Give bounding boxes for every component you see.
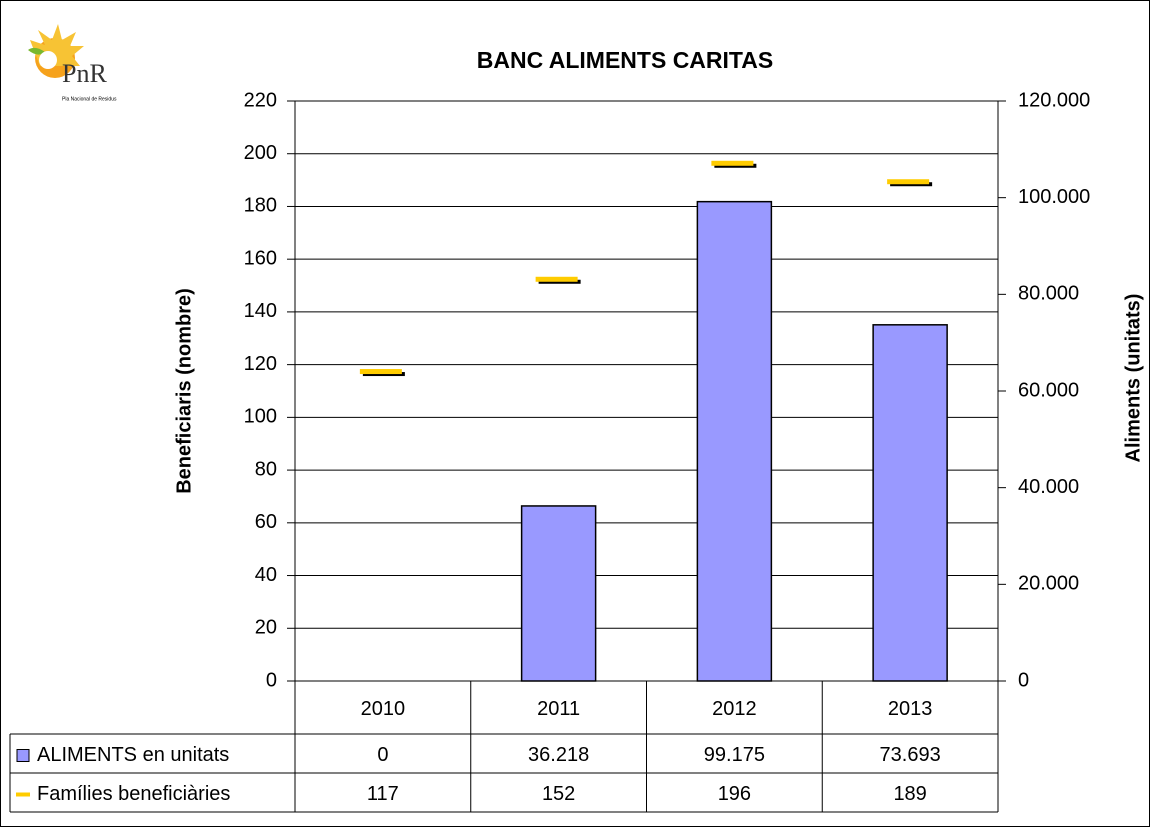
bar xyxy=(872,324,948,682)
y-tick-label: 0 xyxy=(266,669,277,691)
legend-label: ALIMENTS en unitats xyxy=(37,744,229,766)
marker xyxy=(359,369,402,375)
y2-axis-label: Aliments (unitats) xyxy=(1122,294,1144,463)
logo: PnR Pla Nacional de Residus xyxy=(28,24,117,102)
logo-text: PnR xyxy=(62,59,107,88)
table-value: 36.218 xyxy=(528,744,589,766)
y-tick-label: 160 xyxy=(244,247,277,269)
y-tick-label: 20 xyxy=(255,617,277,639)
bar xyxy=(520,505,597,682)
table-value: 73.693 xyxy=(880,744,941,766)
legend-key xyxy=(16,792,30,797)
logo-subtitle: Pla Nacional de Residus xyxy=(62,96,117,102)
y2-tick-label: 120.000 xyxy=(1018,89,1090,111)
y2-tick-label: 100.000 xyxy=(1018,186,1090,208)
legend-label: Famílies beneficiàries xyxy=(37,783,230,805)
x-tick-label: 2012 xyxy=(712,698,757,720)
table-value: 0 xyxy=(377,744,388,766)
y-axis-label: Beneficiaris (nombre) xyxy=(173,288,195,494)
y-tick-label: 80 xyxy=(255,458,277,480)
marker xyxy=(535,276,578,282)
chart-title: BANC ALIMENTS CARITAS xyxy=(477,47,773,73)
bar xyxy=(696,200,773,682)
y2-tick-label: 40.000 xyxy=(1018,476,1079,498)
y-tick-label: 200 xyxy=(244,142,277,164)
y-tick-label: 220 xyxy=(244,89,277,111)
logo-eye xyxy=(39,51,57,69)
y-tick-label: 40 xyxy=(255,564,277,586)
table-value: 196 xyxy=(718,783,751,805)
marker xyxy=(711,160,754,166)
y-tick-label: 100 xyxy=(244,406,277,428)
y2-tick-label: 0 xyxy=(1018,669,1029,691)
x-tick-label: 2011 xyxy=(537,698,580,720)
table-value: 189 xyxy=(893,783,926,805)
y2-tick-label: 80.000 xyxy=(1018,283,1079,305)
x-tick-label: 2010 xyxy=(361,698,406,720)
y2-tick-label: 60.000 xyxy=(1018,379,1079,401)
y2-tick-label: 20.000 xyxy=(1018,573,1079,595)
logo-leaf xyxy=(28,47,45,55)
y-tick-label: 140 xyxy=(244,300,277,322)
table-value: 117 xyxy=(367,783,399,805)
y-tick-label: 180 xyxy=(244,195,277,217)
x-tick-label: 2013 xyxy=(888,698,933,720)
table-value: 99.175 xyxy=(704,744,765,766)
marker xyxy=(887,179,930,185)
y-tick-label: 120 xyxy=(244,353,277,375)
legend-key xyxy=(16,749,30,762)
table-value: 152 xyxy=(542,783,575,805)
y-tick-label: 60 xyxy=(255,511,277,533)
